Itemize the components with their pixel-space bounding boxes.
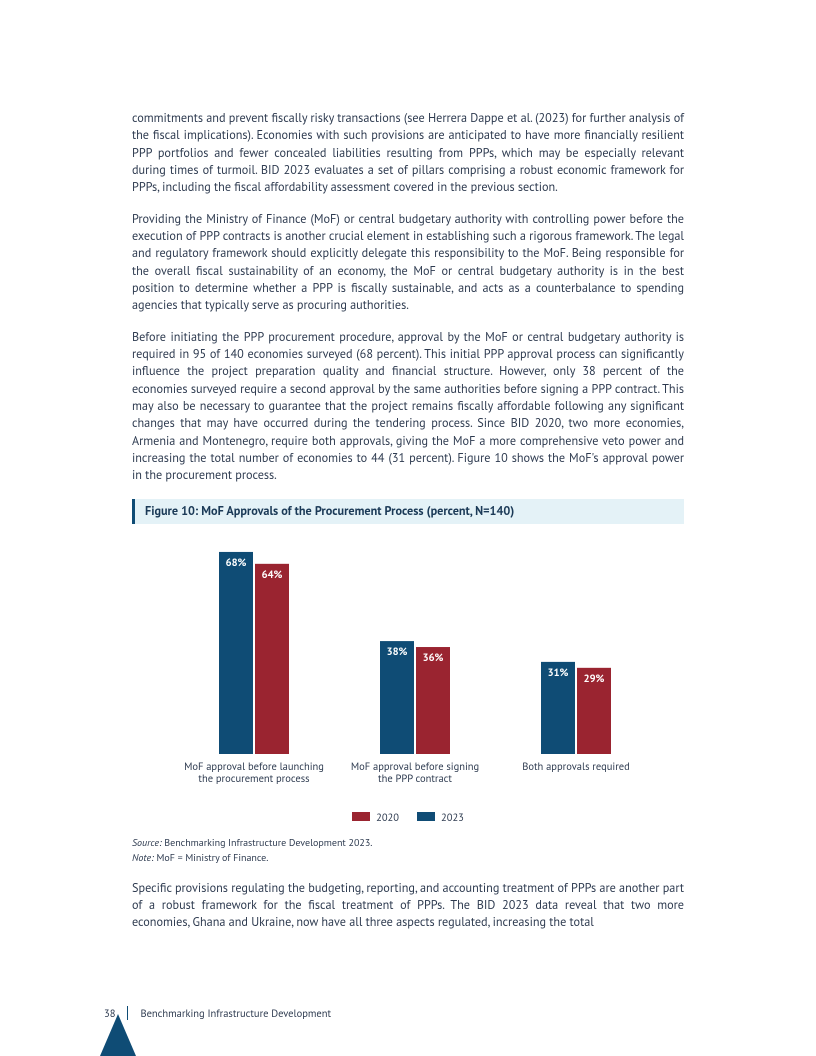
source-text: Benchmarking Infrastructure Development … <box>162 836 373 849</box>
bar-label-2020-2: 29% <box>584 670 605 684</box>
chart-svg: 68%64%MoF approval before launchingthe p… <box>132 542 684 802</box>
xlabel-l2-0: the procurement process <box>198 771 309 785</box>
legend-item-2023: 2023 <box>417 810 464 824</box>
note-prefix: Note: <box>132 851 154 864</box>
paragraph-3: Before initiating the PPP procurement pr… <box>132 329 684 485</box>
xlabel-l2-1: the PPP contract <box>378 771 452 785</box>
legend-swatch-2020 <box>352 812 370 821</box>
bar-label-2023-0: 68% <box>226 555 247 569</box>
corner-triangle <box>100 1014 136 1056</box>
legend-item-2020: 2020 <box>352 810 399 824</box>
bar-label-2020-1: 36% <box>423 650 444 664</box>
bar-chart: 68%64%MoF approval before launchingthe p… <box>132 542 684 824</box>
figure-source: Source: Benchmarking Infrastructure Deve… <box>132 836 684 849</box>
paragraph-2: Providing the Ministry of Finance (MoF) … <box>132 211 684 315</box>
page-footer: 38 Benchmarking Infrastructure Developme… <box>104 1006 331 1020</box>
bar-label-2020-0: 64% <box>262 566 283 580</box>
chart-legend: 2020 2023 <box>132 810 684 824</box>
bar-2023-0 <box>219 552 253 754</box>
page-content: commitments and prevent fiscally risky t… <box>0 0 816 932</box>
figure-note: Note: MoF = Ministry of Finance. <box>132 851 684 864</box>
figure-title: Figure 10: MoF Approvals of the Procurem… <box>132 499 684 524</box>
bar-2020-0 <box>255 563 289 753</box>
bar-label-2023-2: 31% <box>548 664 569 678</box>
xlabel-l1-2: Both approvals required <box>522 759 630 773</box>
note-text: MoF = Ministry of Finance. <box>154 851 269 864</box>
bar-label-2023-1: 38% <box>387 644 408 658</box>
legend-label-2023: 2023 <box>441 810 464 824</box>
source-prefix: Source: <box>132 836 162 849</box>
paragraph-1: commitments and prevent fiscally risky t… <box>132 110 684 197</box>
footer-doc-title: Benchmarking Infrastructure Development <box>140 1006 331 1020</box>
paragraph-4: Specific provisions regulating the budge… <box>132 880 684 932</box>
legend-swatch-2023 <box>417 812 435 821</box>
legend-label-2020: 2020 <box>376 810 399 824</box>
